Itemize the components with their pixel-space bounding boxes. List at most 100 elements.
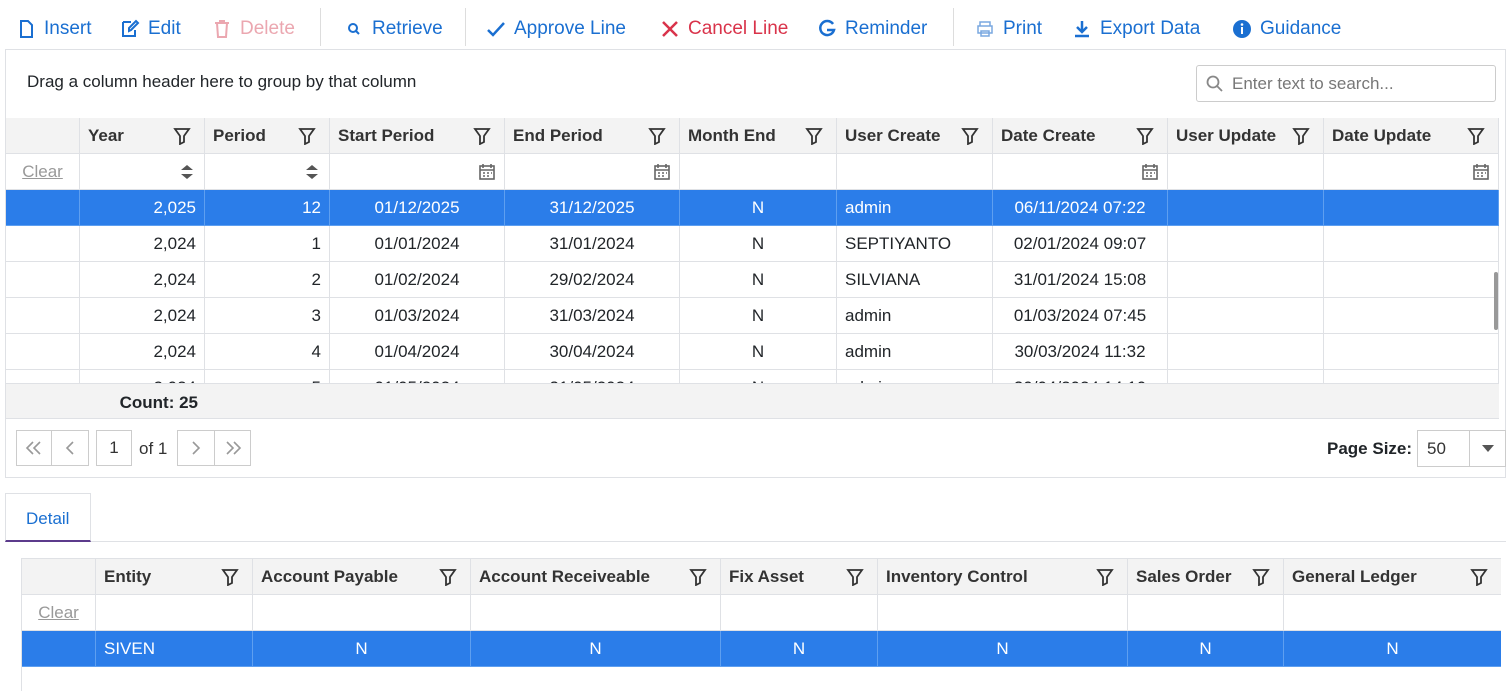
filter-icon[interactable] <box>1292 127 1310 145</box>
column-header[interactable]: Account Receiveable <box>471 559 721 595</box>
grid-cell: SILVIANA <box>837 262 993 298</box>
filter-icon[interactable] <box>961 127 979 145</box>
filter-cell[interactable] <box>1284 595 1501 631</box>
column-header[interactable]: Start Period <box>330 118 505 154</box>
date-icon[interactable] <box>478 163 496 181</box>
page-size-select[interactable]: 50 <box>1417 430 1506 467</box>
filter-cell[interactable] <box>680 154 837 190</box>
filter-icon[interactable] <box>1096 568 1114 586</box>
detail-grid: Entity Account Payable Account Receiveable… <box>21 558 1501 691</box>
filter-cell[interactable] <box>253 595 471 631</box>
label: Cancel Line <box>688 18 789 39</box>
grid-cell: admin <box>837 370 993 383</box>
delete-button[interactable]: Delete <box>212 14 295 44</box>
filter-icon[interactable] <box>1467 127 1485 145</box>
filter-cell[interactable] <box>721 595 878 631</box>
retrieve-button[interactable]: Retrieve <box>344 14 443 44</box>
filter-cell[interactable] <box>471 595 721 631</box>
filter-cell[interactable] <box>505 154 680 190</box>
column-header[interactable]: General Ledger <box>1284 559 1501 595</box>
spin-icon[interactable] <box>178 163 196 181</box>
column-header[interactable]: Fix Asset <box>721 559 878 595</box>
grid-cell: 01/12/2025 <box>330 190 505 226</box>
column-header[interactable]: User Create <box>837 118 993 154</box>
grid-cell: admin <box>837 298 993 334</box>
filter-cell[interactable] <box>1324 154 1499 190</box>
tab-detail[interactable]: Detail <box>5 493 91 542</box>
filter-icon[interactable] <box>473 127 491 145</box>
filter-cell[interactable] <box>993 154 1168 190</box>
column-header[interactable]: Year <box>80 118 205 154</box>
grid-cell: N <box>721 631 878 667</box>
filter-icon[interactable] <box>439 568 457 586</box>
cancel-button[interactable]: Cancel Line <box>660 14 788 44</box>
count: Count: 25 <box>119 393 198 412</box>
filter-icon[interactable] <box>1470 568 1488 586</box>
label: Print <box>1003 18 1043 39</box>
insert-button[interactable]: Insert <box>16 14 92 44</box>
filter-cell[interactable] <box>1128 595 1284 631</box>
column-header[interactable]: End Period <box>505 118 680 154</box>
filter-icon[interactable] <box>846 568 864 586</box>
filter-cell[interactable] <box>80 154 205 190</box>
column-header[interactable]: Date Update <box>1324 118 1499 154</box>
guidance-button[interactable]: Guidance <box>1232 14 1341 44</box>
date-icon[interactable] <box>1472 163 1490 181</box>
last-page[interactable] <box>214 430 251 466</box>
label: Approve Line <box>514 18 626 39</box>
grid-cell: 5 <box>205 370 330 383</box>
date-icon[interactable] <box>1141 163 1159 181</box>
grid-cell: N <box>878 631 1128 667</box>
next-page[interactable] <box>177 430 215 466</box>
filter-icon[interactable] <box>173 127 191 145</box>
filter-clear[interactable]: Clear <box>22 595 96 631</box>
column-header[interactable]: Entity <box>96 559 253 595</box>
print-button[interactable]: Print <box>975 14 1042 44</box>
header-cell <box>6 118 80 154</box>
date-icon[interactable] <box>653 163 671 181</box>
filter-icon[interactable] <box>689 568 707 586</box>
spin-icon[interactable] <box>303 163 321 181</box>
filter-icon[interactable] <box>805 127 823 145</box>
filter-clear[interactable]: Clear <box>6 154 80 190</box>
row-indicator <box>6 262 80 298</box>
grid-cell: SEPTIYANTO <box>837 226 993 262</box>
filter-icon[interactable] <box>1136 127 1154 145</box>
grid-cell: 31/12/2025 <box>505 190 680 226</box>
approve-button[interactable]: Approve Line <box>486 14 626 44</box>
filter-cell[interactable] <box>330 154 505 190</box>
grid-cell: 2,025 <box>80 190 205 226</box>
reminder-button[interactable]: Reminder <box>817 14 927 44</box>
search-box[interactable]: Enter text to search... <box>1196 65 1496 102</box>
filter-icon[interactable] <box>298 127 316 145</box>
prev-page[interactable] <box>51 430 89 466</box>
grid-cell: 30/04/2024 14:10 <box>993 370 1168 383</box>
filter-cell[interactable] <box>1168 154 1324 190</box>
grid-cell: 01/01/2024 <box>330 226 505 262</box>
filter-cell[interactable] <box>205 154 330 190</box>
page-input[interactable]: 1 <box>96 430 132 466</box>
filter-icon[interactable] <box>1252 568 1270 586</box>
row-indicator <box>22 631 96 667</box>
column-header[interactable]: Month End <box>680 118 837 154</box>
filter-cell[interactable] <box>837 154 993 190</box>
filter-cell[interactable] <box>96 595 253 631</box>
column-header[interactable]: Sales Order <box>1128 559 1284 595</box>
column-header[interactable]: Inventory Control <box>878 559 1128 595</box>
column-header[interactable]: Date Create <box>993 118 1168 154</box>
edit-button[interactable]: Edit <box>120 14 181 44</box>
filter-icon[interactable] <box>648 127 666 145</box>
grid-cell: N <box>253 631 471 667</box>
grid-cell: N <box>680 334 837 370</box>
row-indicator <box>6 190 80 226</box>
filter-cell[interactable] <box>878 595 1128 631</box>
export-button[interactable]: Export Data <box>1072 14 1200 44</box>
column-header[interactable]: User Update <box>1168 118 1324 154</box>
first-page[interactable] <box>16 430 52 466</box>
filter-icon[interactable] <box>221 568 239 586</box>
grid-cell <box>1324 262 1499 298</box>
column-header[interactable]: Period <box>205 118 330 154</box>
grid-cell: 2,024 <box>80 262 205 298</box>
column-header[interactable]: Account Payable <box>253 559 471 595</box>
